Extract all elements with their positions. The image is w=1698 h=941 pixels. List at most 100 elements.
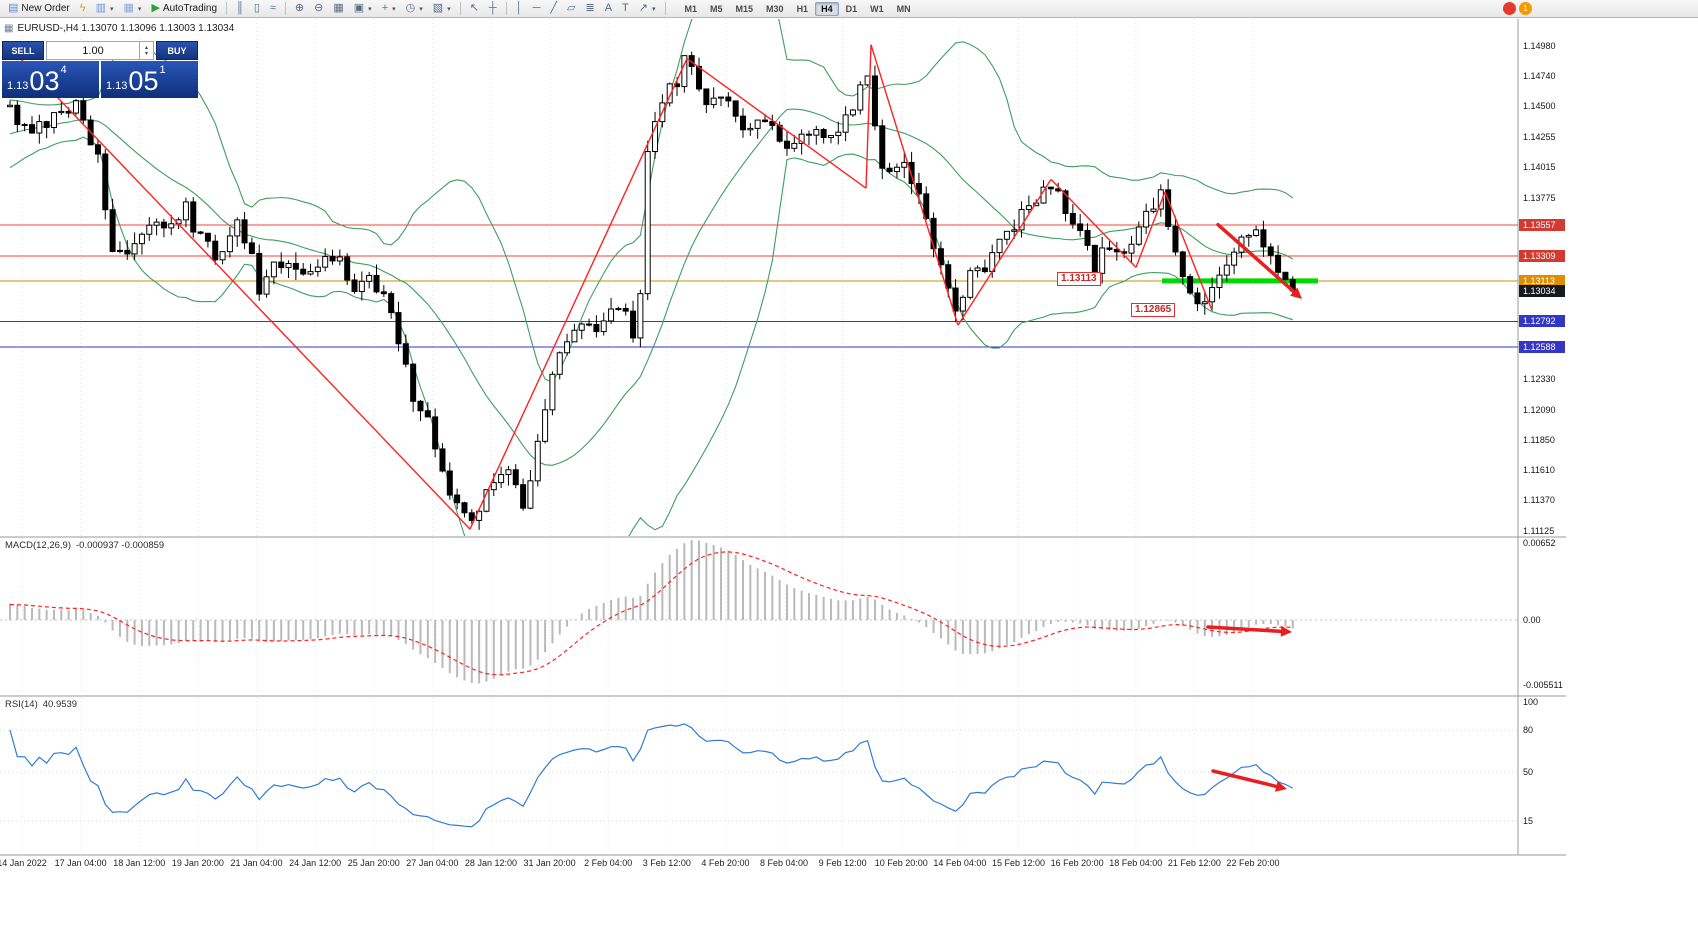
autotrading-button-label: AutoTrading [162, 3, 218, 14]
timeframe-button-m15[interactable]: M15 [730, 2, 760, 16]
price-note-label: 1.13113 [1057, 272, 1101, 286]
rsi-header: RSI(14) 40.9539 [5, 699, 77, 710]
text-button[interactable]: A [601, 1, 616, 17]
buy-button[interactable]: BUY [156, 41, 198, 60]
price-axis-label: 1.14980 [1523, 41, 1556, 51]
text-label-button[interactable]: T [618, 1, 633, 17]
rsi-value: 40.9539 [42, 699, 78, 710]
timeframe-button-mn[interactable]: MN [891, 2, 917, 16]
dropdown-arrow-icon: ▾ [368, 5, 372, 13]
arrange-windows-icon: ▣ [353, 2, 365, 14]
timeframe-button-m1[interactable]: M1 [679, 2, 704, 16]
rsi-axis-label: 100 [1523, 697, 1539, 707]
macd-values: -0.000937 -0.000859 [76, 540, 165, 551]
expert-advisors-button[interactable]: ϟ [76, 1, 90, 17]
equidistant-channel-button[interactable]: ▱ [563, 1, 579, 17]
crosshair-button[interactable]: ┼ [485, 1, 501, 17]
time-axis-label: 31 Jan 20:00 [523, 858, 576, 868]
time-axis-label: 24 Jan 12:00 [289, 858, 342, 868]
toolbar-separator [226, 2, 228, 15]
time-axis-label: 17 Jan 04:00 [54, 858, 107, 868]
price-axis-label: 1.14740 [1523, 71, 1556, 82]
time-axis-label: 27 Jan 04:00 [406, 858, 459, 868]
new-order-button-label: New Order [21, 3, 70, 14]
time-axis-label: 19 Jan 20:00 [171, 858, 224, 868]
time-axis-label: 21 Jan 04:00 [230, 858, 283, 868]
arrows-button[interactable]: ↗ ▾ [635, 1, 660, 17]
alert-status-icon[interactable] [1503, 2, 1516, 15]
notifications-badge-icon[interactable]: 1 [1519, 2, 1532, 15]
time-axis-label: 3 Feb 12:00 [642, 858, 691, 868]
one-click-trading-panel: SELL 1.00 ▴ ▾ BUY 1.13 03 4 1.13 05 1 [2, 41, 198, 98]
trendline-icon: ╱ [550, 2, 557, 14]
zoom-in-button[interactable]: ⊕ [291, 1, 308, 17]
chart-mini-icon: ▦ [4, 23, 14, 34]
volume-input[interactable]: 1.00 ▴ ▾ [46, 41, 154, 60]
timeframe-button-w1[interactable]: W1 [864, 2, 890, 16]
time-axis-label: 9 Feb 12:00 [818, 858, 867, 868]
rsi-axis-label: 50 [1523, 767, 1534, 777]
bid-price-display[interactable]: 1.13 03 4 [2, 61, 99, 98]
timeframe-button-h1[interactable]: H1 [791, 2, 815, 16]
fibonacci-button[interactable]: ≣ [581, 1, 598, 17]
price-axis-label: 1.14255 [1523, 132, 1556, 143]
new-order-button[interactable]: ▤ New Order [4, 1, 74, 17]
time-axis-label: 16 Feb 20:00 [1050, 858, 1104, 868]
sell-button[interactable]: SELL [2, 41, 44, 60]
horizontal-line-button[interactable]: ─ [529, 1, 545, 17]
autotrading-button[interactable]: ▶ AutoTrading [147, 1, 221, 17]
bid-prefix: 1.13 [7, 80, 29, 92]
bar-chart-button[interactable]: ║ [232, 1, 248, 17]
profiles-button[interactable]: ▦ ▾ [120, 1, 146, 17]
timeframe-button-m30[interactable]: M30 [760, 2, 790, 16]
equidistant-channel-icon: ▱ [567, 2, 576, 14]
time-axis-label: 2 Feb 04:00 [584, 858, 633, 868]
volume-down-icon[interactable]: ▾ [144, 50, 148, 57]
text-icon: A [604, 2, 613, 14]
chart-ohlc-text: EURUSD-,H4 1.13070 1.13096 1.13003 1.130… [17, 23, 235, 34]
new-chart-button[interactable]: ▥ ▾ [92, 1, 118, 17]
line-chart-icon: ≈ [269, 2, 276, 14]
volume-value[interactable]: 1.00 [82, 44, 104, 57]
zoom-out-icon: ⊖ [314, 2, 324, 14]
timeframe-button-d1[interactable]: D1 [840, 2, 864, 16]
dropdown-arrow-icon: ▾ [110, 5, 114, 13]
time-axis-label: 18 Feb 04:00 [1109, 858, 1163, 868]
timeframe-button-h4[interactable]: H4 [815, 1, 839, 16]
dropdown-arrow-icon: ▾ [137, 5, 142, 13]
volume-stepper[interactable]: ▴ ▾ [139, 42, 153, 59]
toolbar-separator [505, 2, 507, 15]
line-chart-button[interactable]: ≈ [266, 1, 280, 17]
ask-price-display[interactable]: 1.13 05 1 [101, 61, 198, 98]
price-axis-label: 1.14500 [1523, 101, 1556, 112]
templates-button[interactable]: ▧ ▾ [429, 1, 455, 17]
price-tag-1.12792: 1.12792 [1519, 315, 1565, 328]
tile-windows-icon: ▦ [333, 2, 344, 14]
zoom-out-button[interactable]: ⊖ [310, 1, 327, 17]
vertical-line-button[interactable]: │ [512, 1, 527, 17]
trendline-button[interactable]: ╱ [546, 1, 561, 17]
rsi-axis-label: 80 [1523, 725, 1534, 735]
tile-windows-button[interactable]: ▦ [329, 1, 347, 17]
macd-axis-label: -0.005511 [1523, 680, 1563, 691]
arrows-icon: ↗ [638, 2, 648, 14]
periods-button[interactable]: ◷ ▾ [402, 1, 427, 17]
price-tag-1.13557: 1.13557 [1519, 219, 1565, 232]
dropdown-arrow-icon: ▾ [447, 5, 451, 13]
cursor-button[interactable]: ↖ [466, 1, 483, 17]
volume-up-icon[interactable]: ▴ [144, 44, 148, 51]
profiles-icon: ▦ [123, 2, 134, 14]
arrange-windows-button[interactable]: ▣ ▾ [350, 1, 376, 17]
time-axis-label: 22 Feb 20:00 [1226, 858, 1280, 868]
price-tag-1.13113: 1.13113 [1519, 274, 1565, 287]
rsi-label: RSI(14) [5, 699, 38, 710]
candlestick-chart-button[interactable]: ▯ [250, 1, 264, 17]
timeframe-button-m5[interactable]: M5 [704, 2, 729, 16]
price-axis-label: 1.12090 [1523, 404, 1556, 415]
indicators-button[interactable]: + ▾ [378, 1, 400, 17]
time-axis-label: 25 Jan 20:00 [347, 858, 400, 868]
price-axis-label: 1.13775 [1523, 192, 1556, 203]
time-axis-label: 21 Feb 12:00 [1167, 858, 1221, 868]
periods-icon: ◷ [405, 2, 416, 14]
